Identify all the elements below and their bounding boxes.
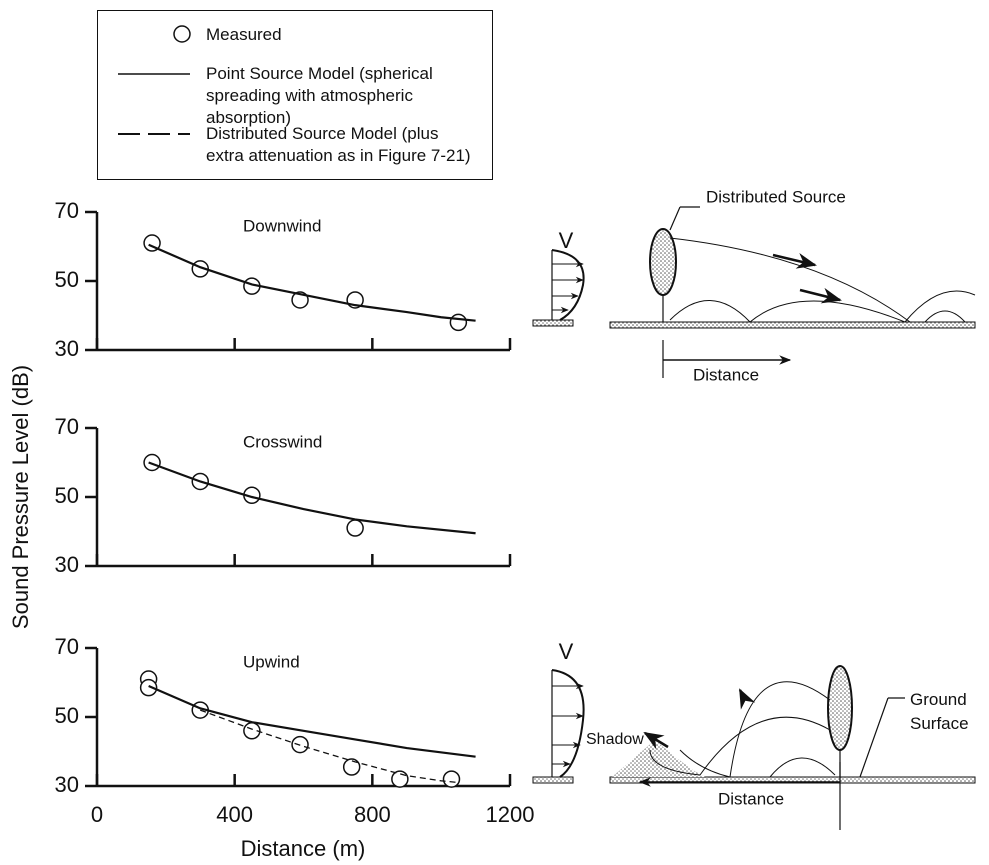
legend: Measured Point Source Model (spherical s…	[97, 10, 493, 180]
x-tick-label: 0	[91, 802, 103, 827]
speed-label: V	[559, 228, 574, 253]
ground-label: Ground Surface	[910, 690, 969, 733]
y-tick-label: 30	[55, 552, 79, 577]
y-tick-label: 50	[55, 703, 79, 728]
x-tick-label: 800	[354, 802, 391, 827]
y-tick-label: 70	[55, 198, 79, 223]
y-tick-label: 30	[55, 772, 79, 797]
x-axis-label: Distance (m)	[241, 836, 366, 861]
measured-point	[391, 770, 409, 788]
measured-point	[342, 758, 361, 776]
x-tick-label: 400	[216, 802, 253, 827]
downwind-diagram	[532, 206, 976, 378]
legend-entry: Distributed Source Model (plus extra att…	[206, 124, 471, 165]
measured-point	[442, 770, 461, 788]
measured-point	[143, 453, 161, 472]
panel-title: Upwind	[243, 652, 300, 671]
legend-entry: Point Source Model (spherical spreading …	[206, 64, 433, 127]
source-label: Distributed Source	[706, 187, 846, 206]
y-tick-label: 70	[55, 414, 79, 439]
y-tick-label: 30	[55, 336, 79, 361]
measured-point	[346, 519, 364, 537]
model-line	[148, 243, 476, 322]
y-tick-label: 70	[55, 634, 79, 659]
panel-title: Crosswind	[243, 432, 322, 451]
model-line	[148, 684, 476, 758]
speed-label: V	[559, 639, 574, 664]
x-tick-label: 1200	[486, 802, 535, 827]
y-tick-label: 50	[55, 483, 79, 508]
measured-point	[139, 678, 158, 697]
shadow-label: Shadow	[586, 731, 644, 748]
model-line	[200, 709, 459, 784]
panel-title: Downwind	[243, 216, 321, 235]
measured-point	[449, 313, 468, 332]
legend-symbols	[118, 25, 191, 135]
legend-entry: Measured	[206, 25, 282, 44]
y-tick-label: 50	[55, 267, 79, 292]
y-axis-label: Sound Pressure Level (dB)	[8, 365, 33, 629]
distance-label: Distance	[693, 365, 759, 384]
upwind-diagram	[532, 665, 976, 830]
model-line	[148, 461, 476, 535]
distance-label: Distance	[718, 789, 784, 808]
legend-marker	[173, 25, 191, 43]
